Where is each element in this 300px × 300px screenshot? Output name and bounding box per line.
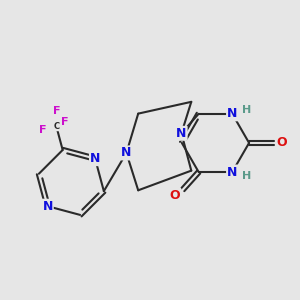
Text: H: H: [242, 171, 251, 181]
Text: O: O: [169, 188, 180, 202]
Text: N: N: [42, 200, 53, 213]
Text: N: N: [90, 152, 100, 165]
Text: C: C: [53, 122, 59, 130]
Text: H: H: [242, 105, 251, 115]
Text: N: N: [227, 107, 238, 120]
Text: N: N: [227, 166, 238, 178]
Text: O: O: [276, 136, 287, 149]
Text: F: F: [52, 106, 60, 116]
Text: F: F: [61, 117, 69, 127]
Text: N: N: [176, 127, 187, 140]
Text: N: N: [121, 146, 132, 159]
Text: F: F: [39, 125, 46, 136]
